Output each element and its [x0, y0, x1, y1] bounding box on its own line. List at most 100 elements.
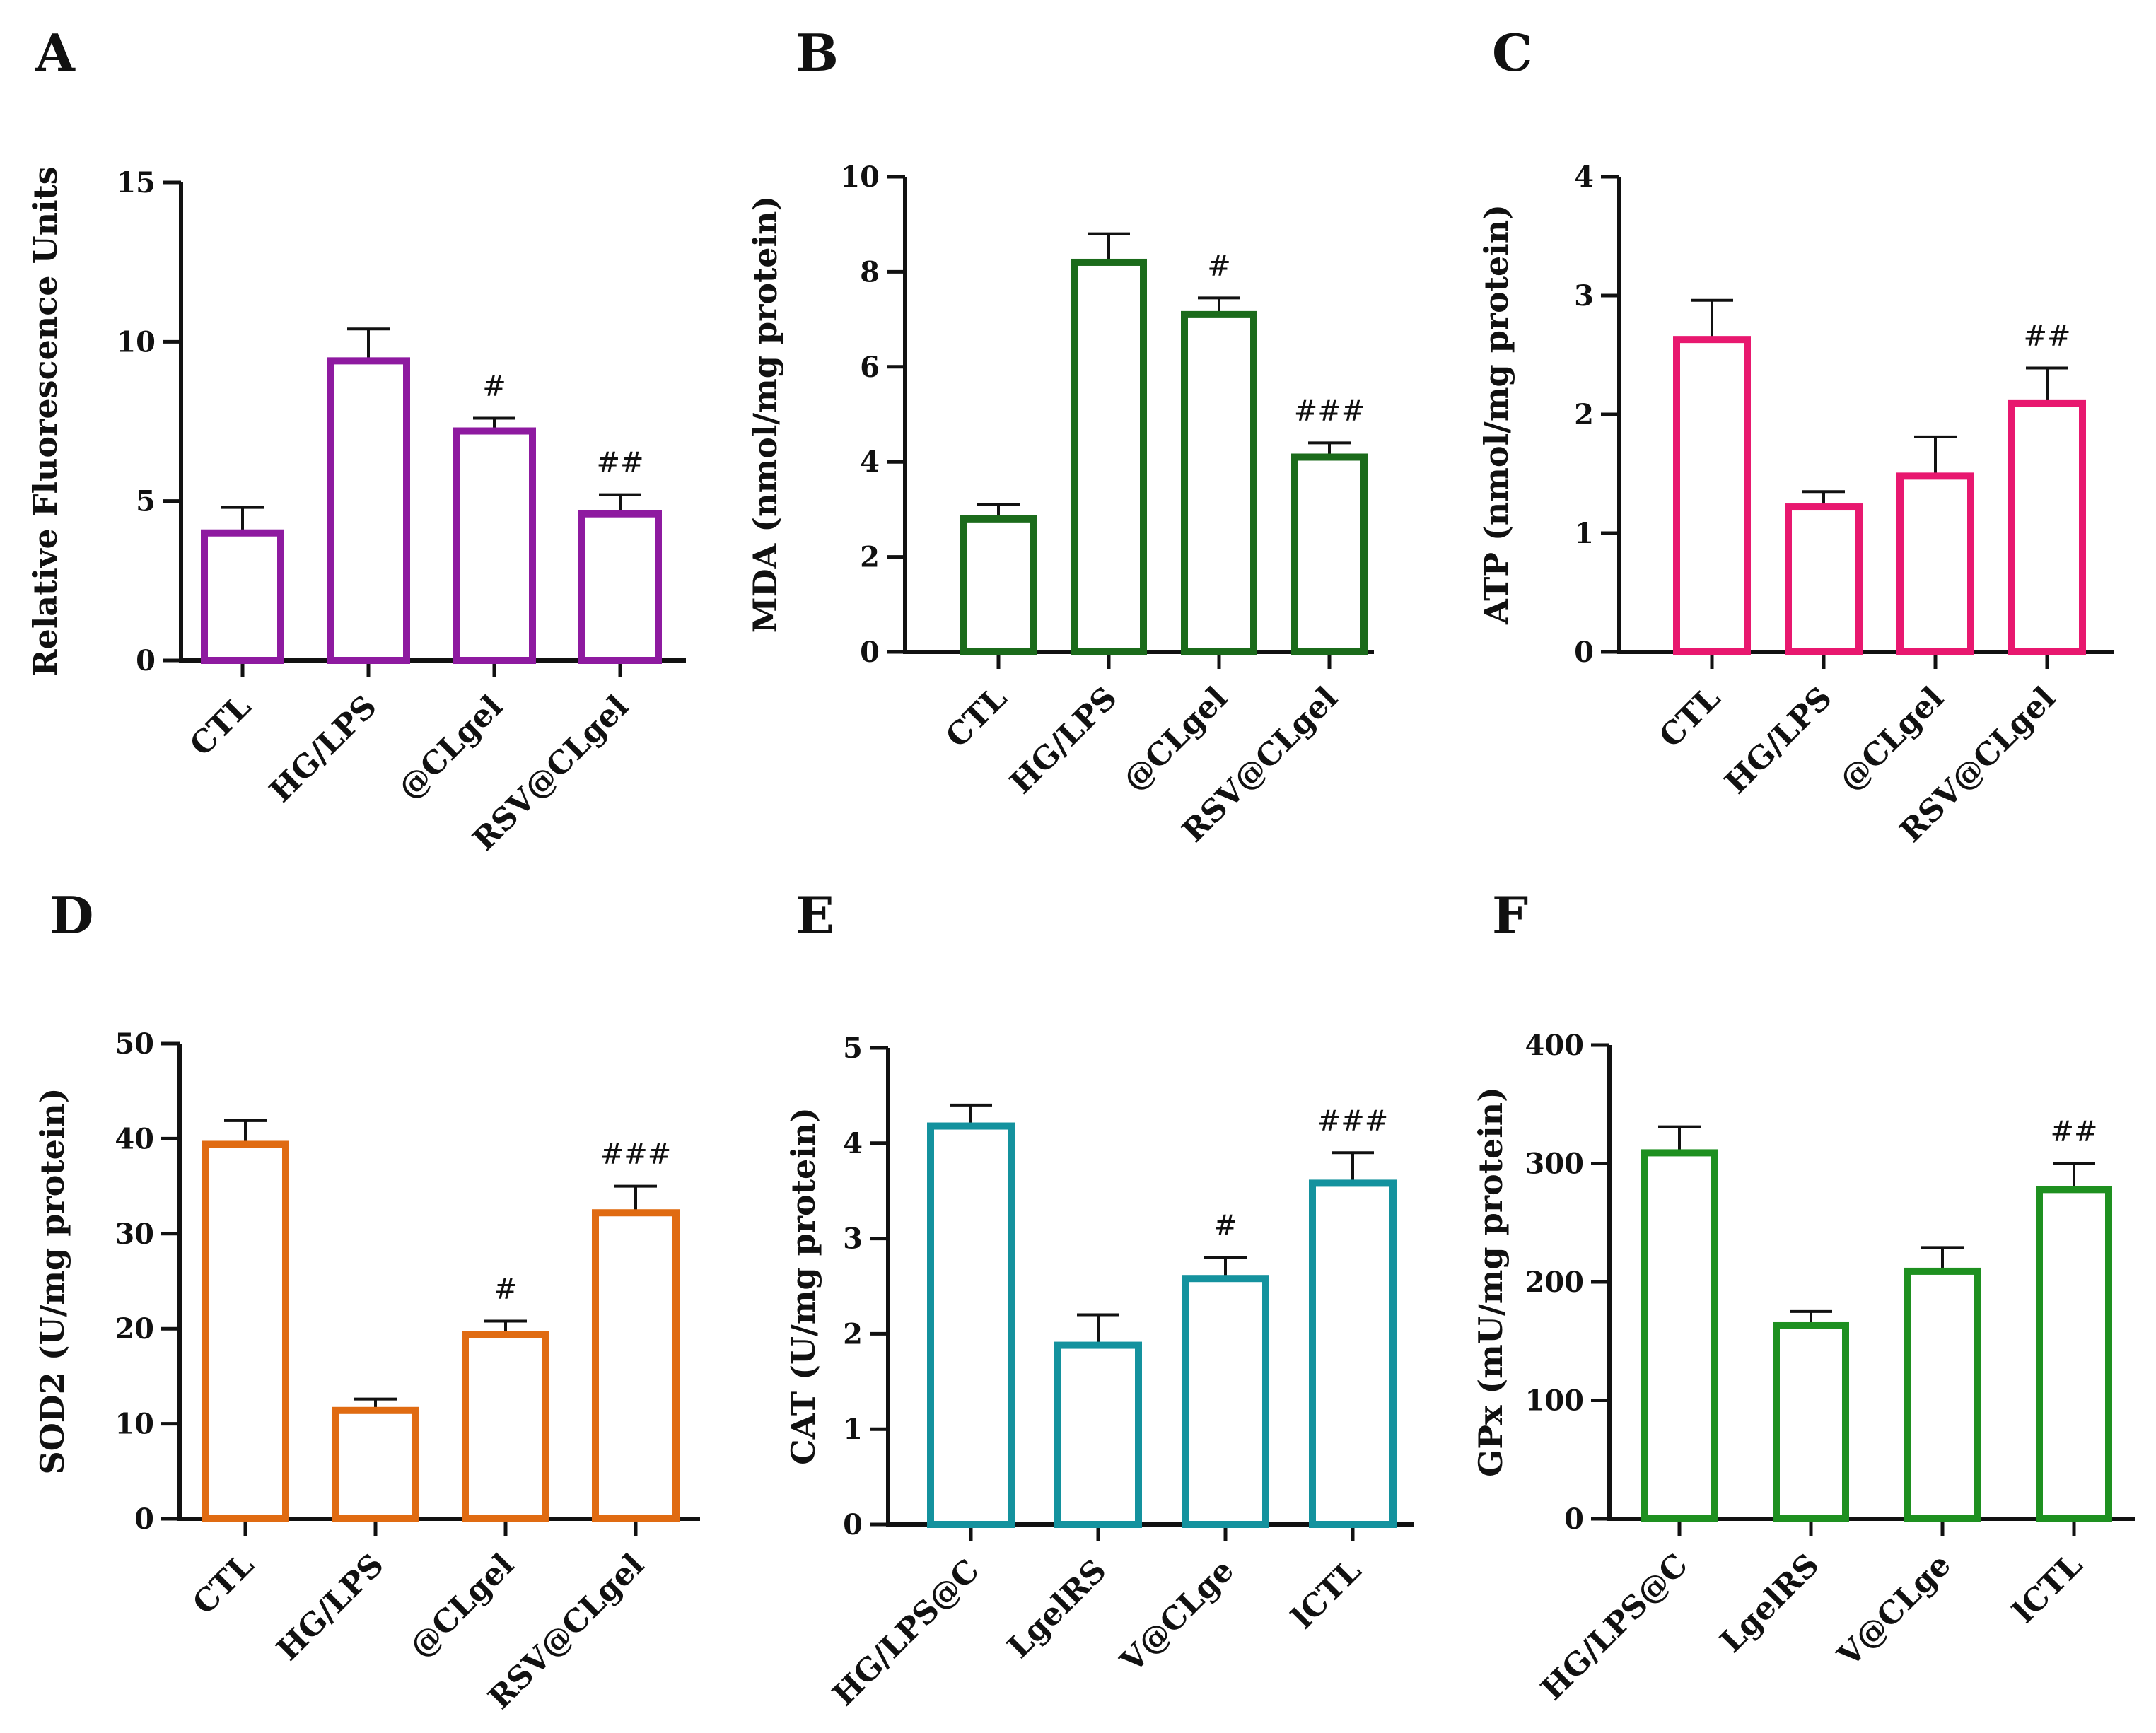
panel-c-y-axis-title: ATP (nmol/mg protein) — [1477, 204, 1515, 625]
panel-e-y-tick-label: 3 — [843, 1223, 863, 1256]
panel-f-category-label: V@CLge — [1831, 1547, 1958, 1674]
panel-e-category-label: HG/LPS@C — [826, 1553, 986, 1713]
panel-d-y-axis-title: SOD2 (U/mg protein) — [33, 1087, 71, 1474]
panel-e-chart: E CAT (U/mg protein) 0 1 2 3 4 5 HG/LPS@C LgelRS #… — [784, 885, 1414, 1713]
panel-c-letter: C — [1492, 23, 1532, 83]
panel-d-category-label: HG/LPS — [270, 1547, 391, 1668]
panel-b-category-label: HG/LPS — [1003, 680, 1124, 801]
panel-f-y-tick-label: 400 — [1525, 1029, 1585, 1062]
panel-e-y-axis-title: CAT (U/mg protein) — [784, 1107, 822, 1465]
panel-c-category-label: @CLgel — [1833, 680, 1951, 798]
panel-b-category-label: CTL — [939, 680, 1014, 755]
panel-f-y-tick-label: 200 — [1525, 1266, 1585, 1299]
panel-a-y-axis-title: Relative Fluorescence Units — [26, 166, 64, 676]
panel-b-y-tick-label: 10 — [840, 161, 880, 194]
panel-d-bar-0 — [202, 1140, 289, 1522]
panel-b-bar-1 — [1071, 258, 1147, 655]
panel-d-y-tick-label: 30 — [115, 1218, 154, 1251]
panel-d-bar-3 — [592, 1209, 680, 1523]
panel-d-y-tick-label: 50 — [115, 1027, 154, 1061]
panel-b-letter: B — [796, 23, 839, 83]
panel-c-bar-2 — [1896, 472, 1974, 655]
panel-e-bar-0 — [927, 1122, 1015, 1528]
panel-f-category-label: HG/LPS@C — [1534, 1547, 1695, 1708]
panel-a-bar-0 — [201, 529, 284, 664]
panel-b-y-tick-label: 8 — [860, 255, 880, 288]
panel-f-bar-1 — [1773, 1321, 1849, 1522]
panel-c-chart: C ATP (nmol/mg protein) 0 1 2 3 4 CTLHG/LPS@CLg… — [1477, 23, 2114, 849]
panel-a-chart: A Relative Fluorescence Units 0 5 10 15 CTL HG/… — [26, 23, 686, 858]
panel-c-category-label: HG/LPS — [1718, 680, 1839, 801]
panel-a-significance: # — [482, 370, 506, 402]
panel-b-y-axis-title: MDA (nmol/mg protein) — [746, 196, 784, 633]
panel-e-category-label: lCTL — [1285, 1553, 1368, 1636]
panel-f-category-label: lCTL — [2006, 1547, 2090, 1630]
panel-b-y-tick-label: 4 — [860, 445, 880, 479]
panel-b-bar-3 — [1291, 453, 1368, 655]
panel-f-y-axis-title: GPx (mU/mg protein) — [1472, 1087, 1510, 1477]
panel-d-category-label: @CLgel — [403, 1547, 521, 1665]
panel-e-y-tick-label: 5 — [843, 1032, 863, 1065]
panel-f-significance: ## — [2050, 1116, 2097, 1148]
panel-f-y-tick-label: 100 — [1525, 1384, 1585, 1418]
panel-f-chart: F GPx (mU/mg protein) 0 100 200 300 400 HG/LPS@… — [1472, 885, 2135, 1708]
panel-b-y-tick-label: 0 — [860, 636, 880, 669]
panel-c-significance: ## — [2023, 320, 2070, 352]
panel-c-category-label: CTL — [1653, 680, 1727, 755]
panel-d-y-tick-label: 40 — [115, 1122, 154, 1155]
panel-e-letter: E — [796, 885, 834, 945]
panel-f-y-tick-label: 0 — [1564, 1502, 1584, 1536]
panel-f-bar-0 — [1641, 1149, 1718, 1523]
panel-c-y-tick-label: 1 — [1574, 517, 1594, 550]
panel-d-category-label: CTL — [186, 1547, 261, 1622]
panel-b-category-label: @CLgel — [1117, 680, 1235, 798]
panel-f-letter: F — [1492, 885, 1528, 945]
panel-d-significance: # — [494, 1273, 518, 1305]
panel-a-y-tick-label: 10 — [116, 325, 156, 358]
panel-c-y-tick-label: 0 — [1574, 636, 1594, 669]
panel-d-chart: D SOD2 (U/mg protein) 0 10 20 30 40 50 CTL HG/LPS… — [33, 885, 700, 1716]
panel-d-bar-1 — [332, 1406, 419, 1523]
panel-c-bar-0 — [1673, 336, 1751, 655]
panel-b-y-tick-label: 2 — [860, 541, 880, 574]
panel-a-letter: A — [35, 23, 76, 83]
panel-a-category-label: HG/LPS — [263, 689, 384, 810]
panel-e-bar-1 — [1054, 1341, 1142, 1529]
panel-d-significance: ### — [600, 1138, 672, 1171]
panel-d-letter: D — [49, 885, 93, 945]
panel-b-bar-0 — [960, 515, 1037, 656]
panel-c-y-tick-label: 2 — [1574, 398, 1594, 431]
panel-e-significance: # — [1213, 1210, 1237, 1242]
panel-a-y-tick-label: 0 — [136, 644, 156, 677]
panel-a-y-tick-label: 5 — [136, 485, 156, 518]
panel-d-y-tick-label: 20 — [115, 1312, 154, 1346]
panel-a-bar-2 — [453, 427, 536, 665]
panel-e-category-label: V@CLge — [1114, 1553, 1241, 1680]
panel-e-y-tick-label: 1 — [843, 1413, 863, 1446]
panel-f-y-tick-label: 300 — [1525, 1148, 1585, 1181]
panel-b-significance: ### — [1294, 395, 1365, 427]
panel-c-y-tick-label: 4 — [1574, 161, 1594, 194]
panel-a-category-label: @CLgel — [392, 689, 510, 807]
panel-a-bar-3 — [578, 510, 662, 665]
panel-e-significance: ### — [1317, 1104, 1389, 1137]
panel-e-y-tick-label: 0 — [843, 1508, 863, 1541]
panel-e-category-label: LgelRS — [1001, 1553, 1114, 1666]
panel-a-y-tick-label: 15 — [116, 166, 156, 199]
panel-e-y-tick-label: 4 — [843, 1127, 863, 1160]
panel-d-y-tick-label: 0 — [134, 1502, 154, 1536]
panel-e-bar-3 — [1309, 1179, 1397, 1529]
panel-b-y-tick-label: 6 — [860, 351, 880, 384]
panel-d-y-tick-label: 10 — [115, 1408, 154, 1441]
panel-c-bar-3 — [2008, 399, 2086, 655]
panel-a-category-label: CTL — [183, 689, 258, 764]
panel-e-bar-2 — [1182, 1275, 1269, 1528]
panel-a-significance: ## — [596, 447, 643, 479]
panel-f-bar-2 — [1904, 1267, 1981, 1523]
panel-e-y-tick-label: 2 — [843, 1317, 863, 1350]
panel-b-significance: # — [1207, 250, 1231, 282]
panel-c-bar-1 — [1785, 503, 1863, 655]
panel-f-bar-3 — [2036, 1186, 2112, 1522]
